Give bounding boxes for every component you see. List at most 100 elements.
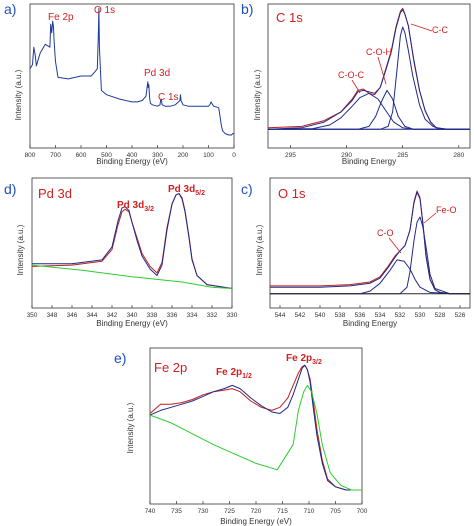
panel-c-frame [269, 177, 471, 309]
x-tick-label: 338 [147, 312, 158, 319]
x-tick-label: 295 [285, 152, 296, 159]
panel-d-label: d) [4, 181, 16, 197]
panel-c-plot: 544 542 540 538 536 534 532 530 528 526 [270, 190, 470, 319]
panel-e-title: Fe 2p [154, 360, 187, 375]
panel-b-annotation: C-C [432, 25, 448, 35]
x-tick-label: 536 [355, 312, 366, 319]
series-line [31, 264, 233, 289]
series-line [149, 384, 362, 491]
x-tick-label: 340 [127, 312, 138, 319]
panel-c-xlabel: Binding Energy [343, 319, 397, 328]
panel-a-annotation: Fe 2p [48, 12, 74, 23]
panel-b-title: C 1s [276, 10, 303, 25]
panel-b-xlabel: Binding Energy [342, 157, 396, 166]
panel-b-frame [267, 3, 471, 149]
panel-d-annotation: Pd 3d3/2 [117, 200, 154, 213]
series-line [32, 193, 233, 289]
series-line [267, 92, 470, 130]
panel-d: d) Intensity (a.u.) Binding Energy (eV) … [4, 177, 238, 328]
x-tick-label: 700 [357, 508, 368, 515]
x-tick-label: 542 [295, 312, 306, 319]
x-tick-label: 530 [415, 312, 426, 319]
panel-d-annotation: Pd 3d5/2 [168, 184, 205, 197]
panel-b-annotation: C-O-C [338, 70, 364, 80]
x-tick-label: 350 [27, 312, 38, 319]
x-tick-label: 700 [50, 152, 61, 159]
x-tick-label: 100 [203, 152, 214, 159]
x-tick-label: 344 [87, 312, 98, 319]
x-tick-label: 280 [453, 152, 464, 159]
series-line [268, 26, 470, 130]
x-tick-label: 500 [101, 152, 112, 159]
panel-e-annotation: Fe 2p3/2 [286, 353, 322, 366]
x-tick-label: 715 [277, 508, 288, 515]
panel-d-xlabel: Binding Energy (eV) [96, 319, 168, 328]
x-tick-label: 600 [76, 152, 87, 159]
x-tick-label: 285 [397, 152, 408, 159]
panel-e-label: e) [114, 350, 126, 366]
panel-a-annotation: C 1s [158, 92, 179, 103]
x-tick-label: 735 [171, 508, 182, 515]
series-line [268, 89, 470, 130]
panel-c-arrow [388, 237, 402, 254]
panel-a: a) Intensity (a.u.) Binding Energy (eV) … [4, 1, 236, 166]
x-tick-label: 200 [178, 152, 189, 159]
panel-a-ylabel: Intensity (a.u.) [14, 69, 23, 120]
panel-d-title: Pd 3d [38, 186, 72, 201]
panel-b-annotation: C-O-H [366, 47, 392, 57]
panel-c-annotation: Fe-O [436, 205, 457, 215]
x-tick-label: 300 [152, 152, 163, 159]
panel-e-plot: 740 735 730 725 720 715 710 705 700 [145, 364, 368, 515]
x-tick-label: 336 [167, 312, 178, 319]
x-tick-label: 740 [145, 508, 156, 515]
x-tick-label: 330 [227, 312, 238, 319]
series-line [270, 191, 470, 295]
x-tick-label: 400 [127, 152, 138, 159]
panel-a-frame [29, 3, 235, 149]
panel-e-xlabel: Binding Energy (eV) [220, 517, 292, 526]
x-tick-label: 720 [251, 508, 262, 515]
panel-b-label: b) [241, 1, 253, 17]
panel-d-plot: 350 348 346 344 342 340 338 336 334 332 330 [27, 193, 238, 319]
series-line [149, 364, 362, 491]
x-tick-label: 710 [304, 508, 315, 515]
x-tick-label: 725 [224, 508, 235, 515]
panel-a-plot: 800 700 600 500 400 300 200 100 0 [25, 7, 236, 159]
series-line [149, 364, 362, 491]
x-tick-label: 526 [455, 312, 466, 319]
x-tick-label: 705 [330, 508, 341, 515]
panel-a-annotation: O 1s [94, 5, 115, 16]
x-tick-label: 334 [187, 312, 198, 319]
series-line [267, 9, 470, 130]
panel-b-arrow [410, 23, 433, 32]
x-tick-label: 532 [395, 312, 406, 319]
x-tick-label: 528 [435, 312, 446, 319]
panel-c-label: c) [241, 181, 253, 197]
panel-a-xlabel: Binding Energy (eV) [96, 157, 168, 166]
x-tick-label: 544 [275, 312, 286, 319]
panel-e-ylabel: Intensity (a.u.) [126, 402, 135, 453]
panel-b-ylabel: Intensity (a.u.) [253, 69, 262, 120]
series-line [270, 216, 470, 295]
panel-b-arrow [377, 56, 387, 85]
series-line [270, 259, 470, 295]
x-tick-label: 540 [315, 312, 326, 319]
panel-c-ylabel: Intensity (a.u.) [255, 224, 264, 275]
panel-c: c) Intensity (a.u.) Binding Energy O 1s … [241, 177, 471, 328]
panel-b-plot: 295 290 285 280 [267, 7, 470, 159]
x-tick-label: 346 [67, 312, 78, 319]
x-tick-label: 800 [25, 152, 36, 159]
x-tick-label: 332 [207, 312, 218, 319]
x-tick-label: 730 [198, 508, 209, 515]
x-tick-label: 342 [107, 312, 118, 319]
panel-c-annotation: C-O [377, 228, 394, 238]
panel-e-annotation: Fe 2p1/2 [216, 367, 252, 380]
panel-e: e) Intensity (a.u.) Binding Energy (eV) … [114, 347, 368, 526]
panel-c-title: O 1s [278, 186, 306, 201]
panel-d-ylabel: Intensity (a.u.) [16, 224, 25, 275]
x-tick-label: 534 [375, 312, 386, 319]
panel-b: b) Intensity (a.u.) Binding Energy C 1s … [241, 1, 471, 166]
panel-a-label: a) [4, 1, 16, 17]
x-tick-label: 538 [335, 312, 346, 319]
